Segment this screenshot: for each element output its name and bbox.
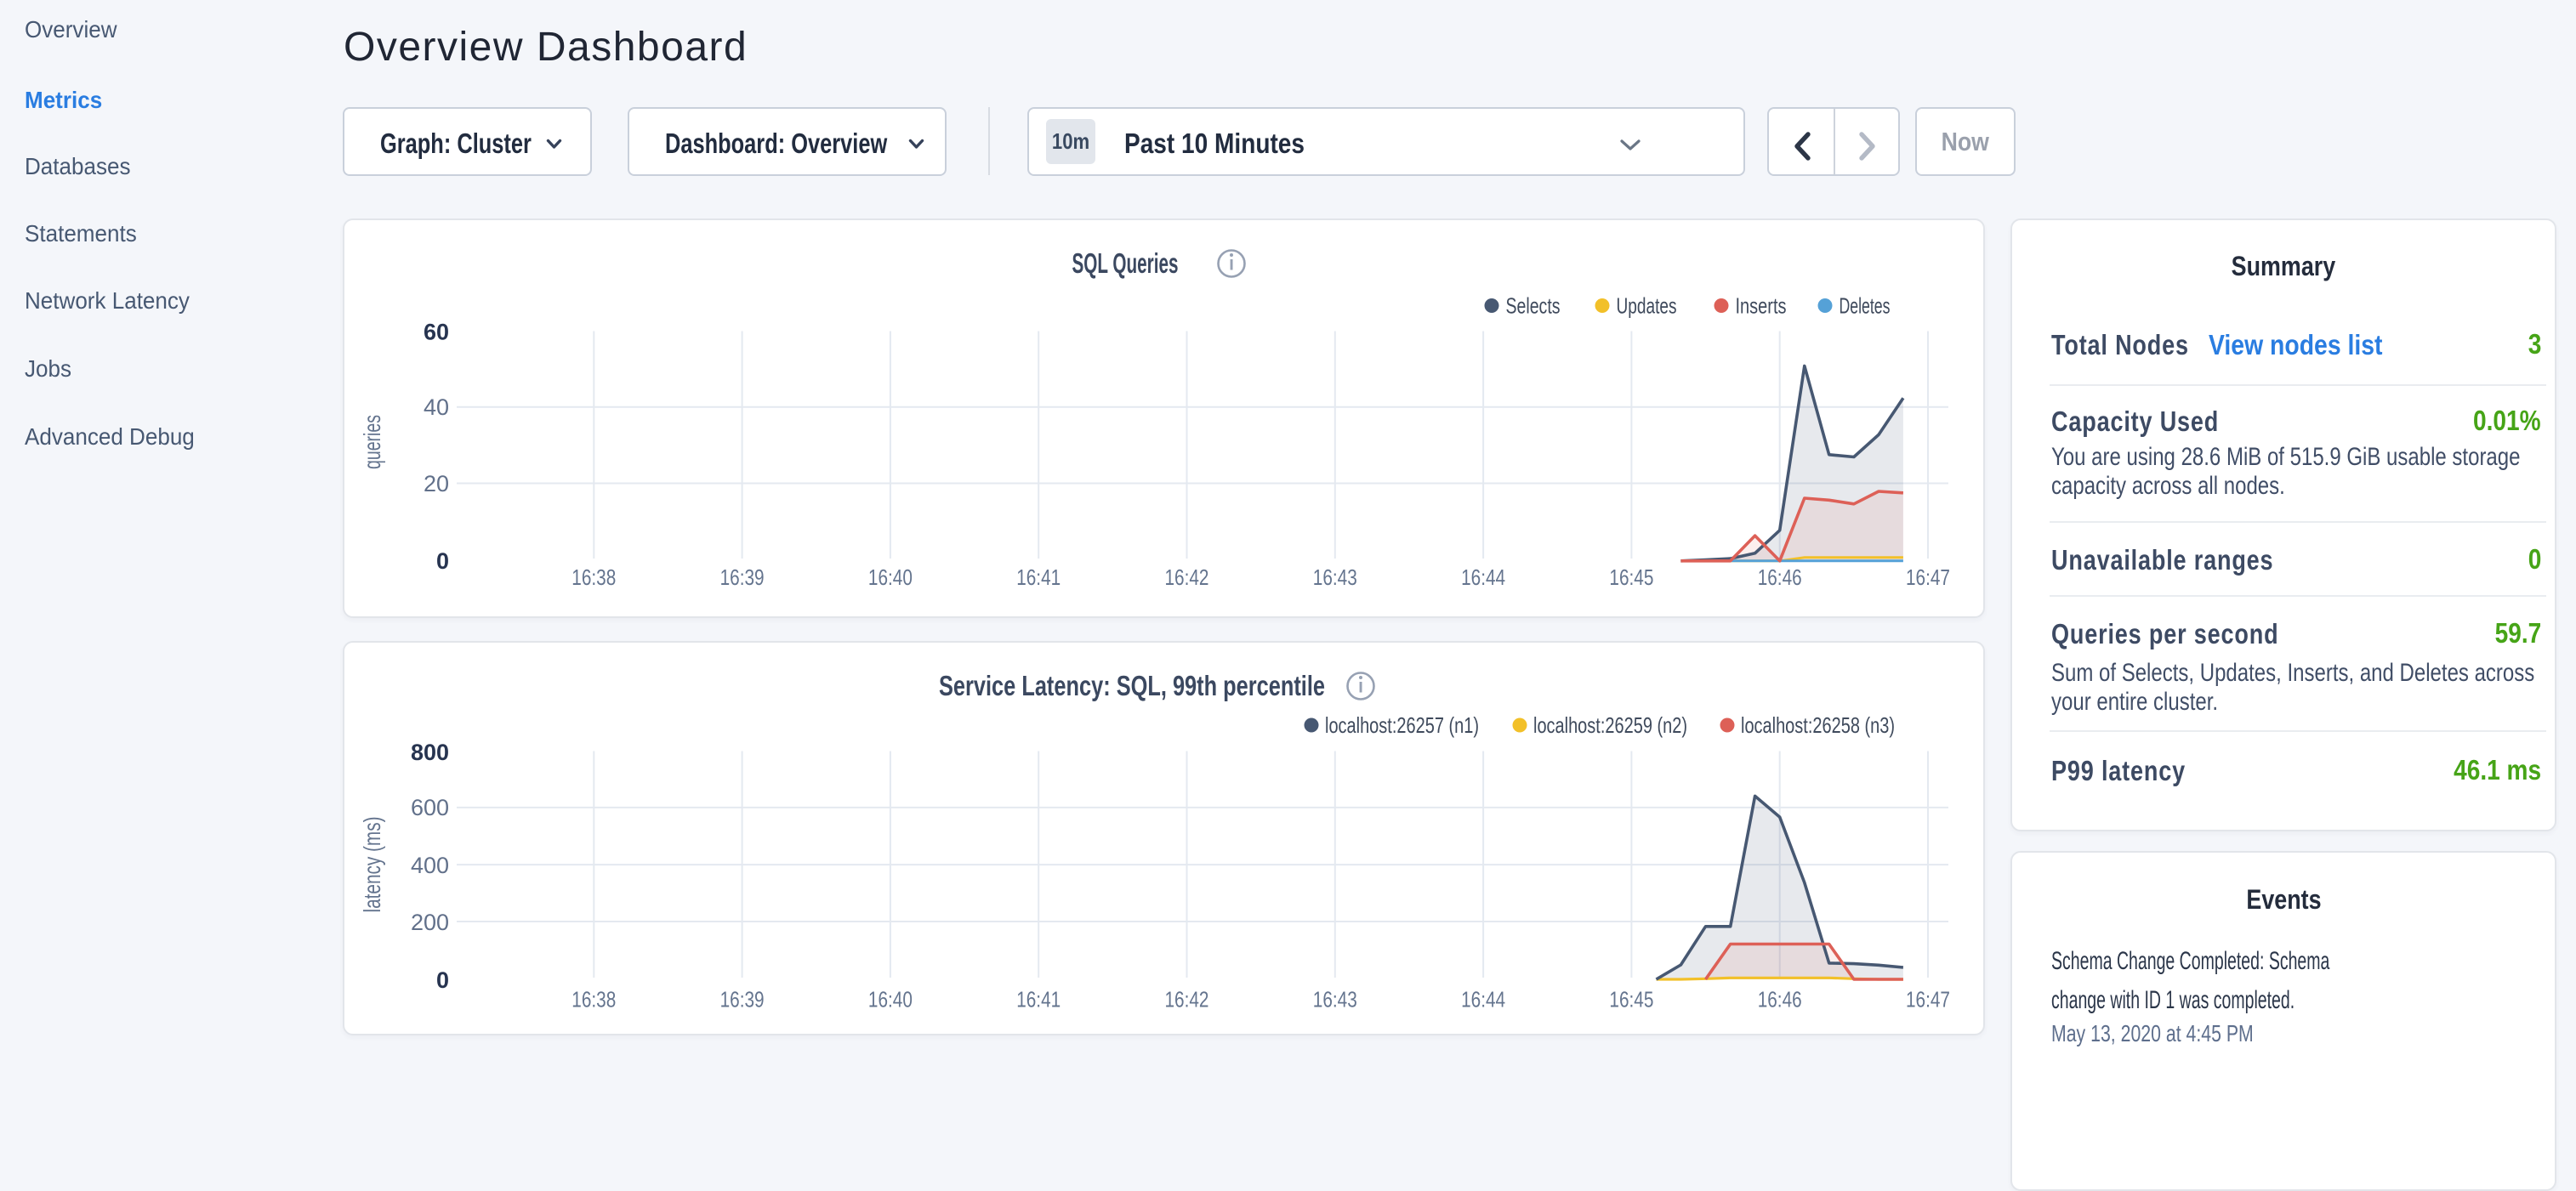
svg-text:16:47: 16:47 [1906, 564, 1950, 590]
svg-text:Inserts: Inserts [1736, 293, 1787, 319]
svg-text:16:45: 16:45 [1609, 564, 1653, 590]
svg-text:16:40: 16:40 [868, 564, 913, 590]
svg-text:localhost:26257 (n1): localhost:26257 (n1) [1325, 712, 1479, 738]
svg-text:16:44: 16:44 [1461, 564, 1505, 590]
svg-text:0: 0 [436, 548, 449, 574]
svg-text:16:43: 16:43 [1313, 987, 1357, 1012]
svg-text:Selects: Selects [1506, 293, 1561, 319]
svg-text:Deletes: Deletes [1840, 293, 1891, 319]
svg-text:16:41: 16:41 [1016, 564, 1061, 590]
svg-text:16:42: 16:42 [1165, 564, 1209, 590]
svg-text:16:46: 16:46 [1758, 987, 1802, 1012]
svg-text:16:38: 16:38 [571, 987, 616, 1012]
svg-text:16:45: 16:45 [1609, 987, 1653, 1012]
svg-text:16:40: 16:40 [868, 987, 913, 1012]
svg-text:Service Latency: SQL, 99th per: Service Latency: SQL, 99th percentile [939, 670, 1325, 701]
svg-text:16:39: 16:39 [720, 987, 765, 1012]
svg-text:0: 0 [436, 967, 449, 993]
svg-text:200: 200 [411, 910, 449, 935]
svg-text:localhost:26258 (n3): localhost:26258 (n3) [1741, 712, 1895, 738]
svg-text:Updates: Updates [1617, 293, 1677, 319]
svg-text:latency (ms): latency (ms) [359, 817, 385, 913]
svg-text:queries: queries [359, 415, 385, 469]
svg-text:16:46: 16:46 [1758, 564, 1802, 590]
svg-text:16:39: 16:39 [720, 564, 765, 590]
svg-text:16:41: 16:41 [1016, 987, 1061, 1012]
svg-text:16:44: 16:44 [1461, 987, 1505, 1012]
svg-text:20: 20 [424, 471, 449, 496]
svg-text:60: 60 [424, 320, 449, 345]
svg-text:40: 40 [424, 394, 449, 420]
svg-text:400: 400 [411, 853, 449, 878]
svg-text:800: 800 [411, 740, 449, 765]
svg-text:localhost:26259 (n2): localhost:26259 (n2) [1533, 712, 1687, 738]
svg-text:16:42: 16:42 [1165, 987, 1209, 1012]
svg-text:16:38: 16:38 [571, 564, 616, 590]
svg-text:16:43: 16:43 [1313, 564, 1357, 590]
svg-text:16:47: 16:47 [1906, 987, 1950, 1012]
svg-text:SQL Queries: SQL Queries [1072, 247, 1179, 279]
svg-text:600: 600 [411, 795, 449, 820]
